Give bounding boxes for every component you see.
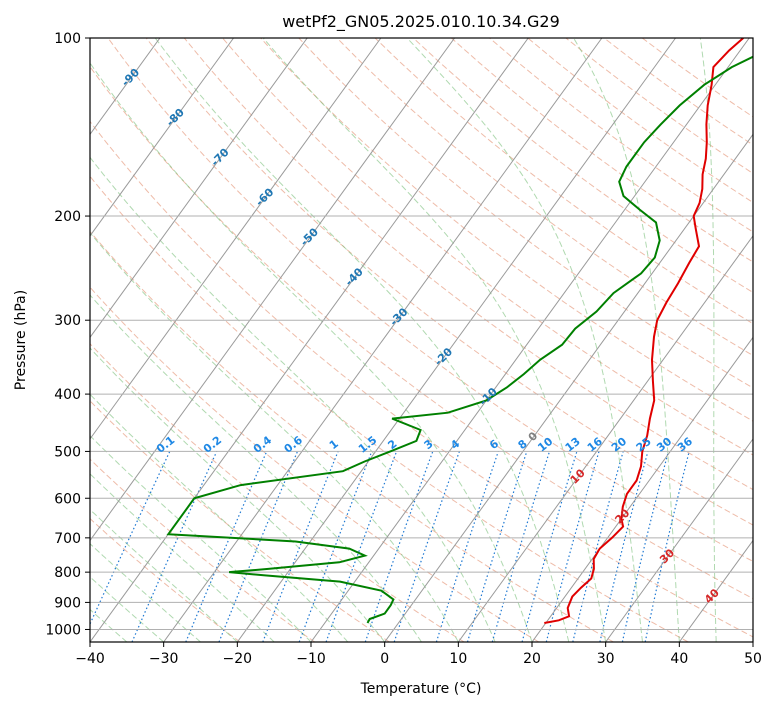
mixing-ratio-line (572, 451, 624, 642)
dry-adiabat-line (336, 38, 753, 357)
mixing-ratio-line (262, 451, 339, 642)
y-tick-label: 200 (54, 209, 81, 225)
dry-adiabat-line (145, 38, 753, 526)
x-tick-label: 10 (449, 651, 467, 667)
y-tick-label: 700 (54, 531, 81, 547)
dewpoint-profile (166, 55, 753, 624)
dry-adiabat-line (90, 175, 689, 642)
moist-adiabat-line (90, 62, 533, 642)
y-axis-label: Pressure (hPa) (13, 290, 29, 390)
isotherm-line (531, 336, 753, 642)
isotherm-line (90, 38, 382, 440)
dry-adiabat-line (90, 230, 614, 642)
y-tick-label: 300 (54, 313, 81, 329)
x-tick-label: 40 (670, 651, 688, 667)
mixing-ratio-line (218, 451, 299, 642)
mixing-ratio-line (621, 451, 669, 642)
background-lines (90, 38, 753, 642)
y-tick-label: 800 (54, 565, 81, 581)
mixing-ratio-line (325, 451, 398, 642)
x-tick-label: 50 (744, 651, 762, 667)
moist-adiabat-line (406, 38, 643, 642)
moist-adiabat-line (90, 156, 496, 642)
moist-adiabat-line (90, 543, 201, 642)
dry-adiabat-line (374, 38, 753, 325)
isotherm-line (90, 38, 529, 642)
chart-title: wetPf2_GN05.2025.010.10.34.G29 (282, 12, 560, 32)
moist-adiabat-line (90, 508, 238, 642)
isotherm-line (605, 438, 753, 642)
moist-adiabat-line (90, 434, 312, 642)
plot-frame (89, 37, 754, 643)
isotherm-line (236, 38, 676, 642)
mixing-ratio-line (298, 451, 373, 642)
moist-adiabat-line (90, 232, 459, 642)
x-tick-label: −30 (149, 651, 179, 667)
y-tick-label: 100 (54, 31, 81, 47)
isotherm-line (90, 38, 455, 542)
y-tick-label: 900 (54, 595, 81, 611)
dry-adiabat-line (90, 400, 390, 642)
isotherm-line (163, 38, 603, 642)
x-tick-label: 20 (523, 651, 541, 667)
x-tick-label: 30 (597, 651, 615, 667)
mixing-ratio-line (521, 451, 578, 642)
dry-adiabat-line (90, 458, 315, 642)
y-axis-ticks: 1000 900 800 700 600 500 400 300 200 100 (45, 31, 90, 638)
moist-adiabat-line (90, 576, 165, 642)
profiles (166, 38, 753, 624)
y-tick-label: 400 (54, 387, 81, 403)
isotherm-line (90, 38, 234, 237)
mixing-ratio-line (435, 451, 499, 642)
isotherm-line (457, 235, 753, 642)
mixing-ratio-line (545, 451, 600, 642)
moist-adiabat-line (90, 473, 275, 642)
moist-adiabat-line (262, 38, 607, 642)
isotherm-line (384, 133, 753, 642)
y-tick-label: 500 (54, 444, 81, 460)
x-tick-label: −10 (296, 651, 326, 667)
mixing-ratio-line (599, 451, 649, 642)
mixing-ratio-line (185, 451, 268, 642)
dry-adiabat-line (260, 38, 753, 422)
dry-adiabat-line (90, 343, 465, 642)
x-axis-label: Temperature (°C) (360, 681, 482, 697)
moist-adiabat-line (90, 393, 349, 642)
moist-adiabat-line (154, 38, 570, 642)
y-tick-label: 600 (54, 491, 81, 507)
isotherm-line (310, 38, 750, 642)
x-axis-ticks: −40 −30 −20 −10 0 10 20 30 40 50 (75, 642, 762, 667)
dry-adiabat-line (183, 38, 753, 491)
y-tick-label: 1000 (45, 622, 81, 638)
moist-adiabat-line (573, 38, 680, 642)
x-tick-label: 0 (380, 651, 389, 667)
moist-adiabat-line (699, 38, 717, 642)
temperature-profile (544, 38, 744, 624)
mixing-ratio-line (644, 451, 690, 642)
isotherm-line (678, 539, 753, 642)
x-tick-label: −20 (223, 651, 253, 667)
plot-background (90, 38, 753, 642)
dry-adiabat-line (412, 38, 753, 294)
mixing-ratio-line (466, 451, 528, 642)
dry-adiabat-line (90, 65, 753, 600)
isotherm-line (90, 38, 308, 339)
x-tick-label: −40 (75, 651, 105, 667)
